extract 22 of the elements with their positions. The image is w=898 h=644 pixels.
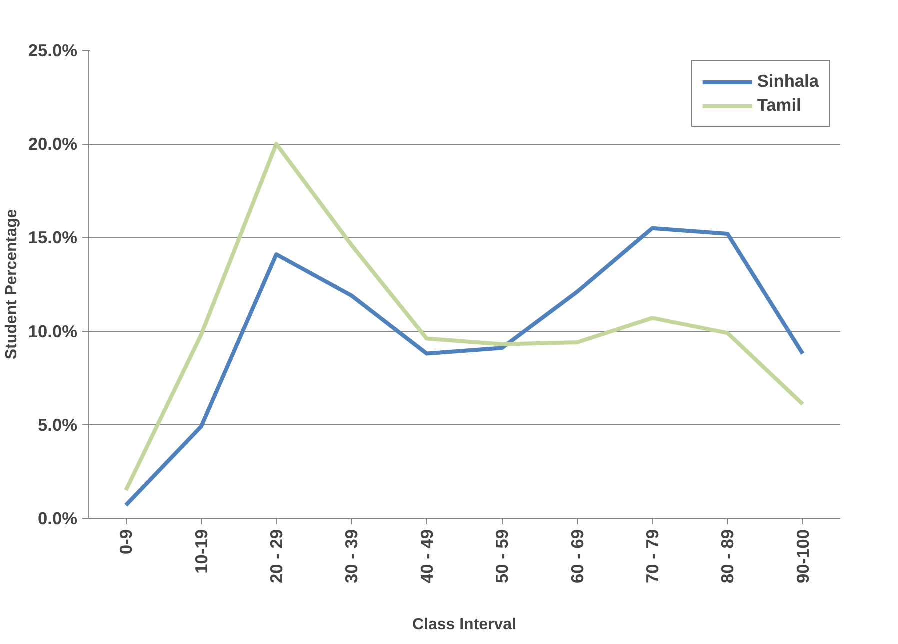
x-tick-label: 60 - 69 <box>567 529 588 584</box>
legend-label: Tamil <box>757 95 802 116</box>
x-tick-label: 0-9 <box>116 530 136 555</box>
x-axis-title: Class Interval <box>412 616 517 634</box>
legend-label: Sinhala <box>757 71 819 92</box>
x-tick-label: 50 - 59 <box>492 529 512 584</box>
y-tick-label: 20.0% <box>28 134 78 154</box>
line-series <box>124 142 805 492</box>
y-tick-label: 5.0% <box>38 414 78 435</box>
x-tick-label: 90-100 <box>792 529 813 584</box>
y-axis-title: Student Percentage <box>3 209 20 360</box>
y-tick-label: 15.0% <box>28 228 78 248</box>
y-tick-label: 25.0% <box>28 40 78 60</box>
x-tick-label: 10-19 <box>191 529 212 574</box>
x-tick-label: 30 - 39 <box>342 529 362 584</box>
x-tick-label: 20 - 29 <box>266 529 286 584</box>
x-tick-label: 40 - 49 <box>416 529 437 584</box>
y-tick-label: 10.0% <box>28 321 78 342</box>
y-tick-label: 0.0% <box>38 508 78 528</box>
x-tick-label: 80 - 89 <box>718 529 738 584</box>
line-series <box>124 226 805 508</box>
x-tick-label: 70 - 79 <box>642 529 662 584</box>
